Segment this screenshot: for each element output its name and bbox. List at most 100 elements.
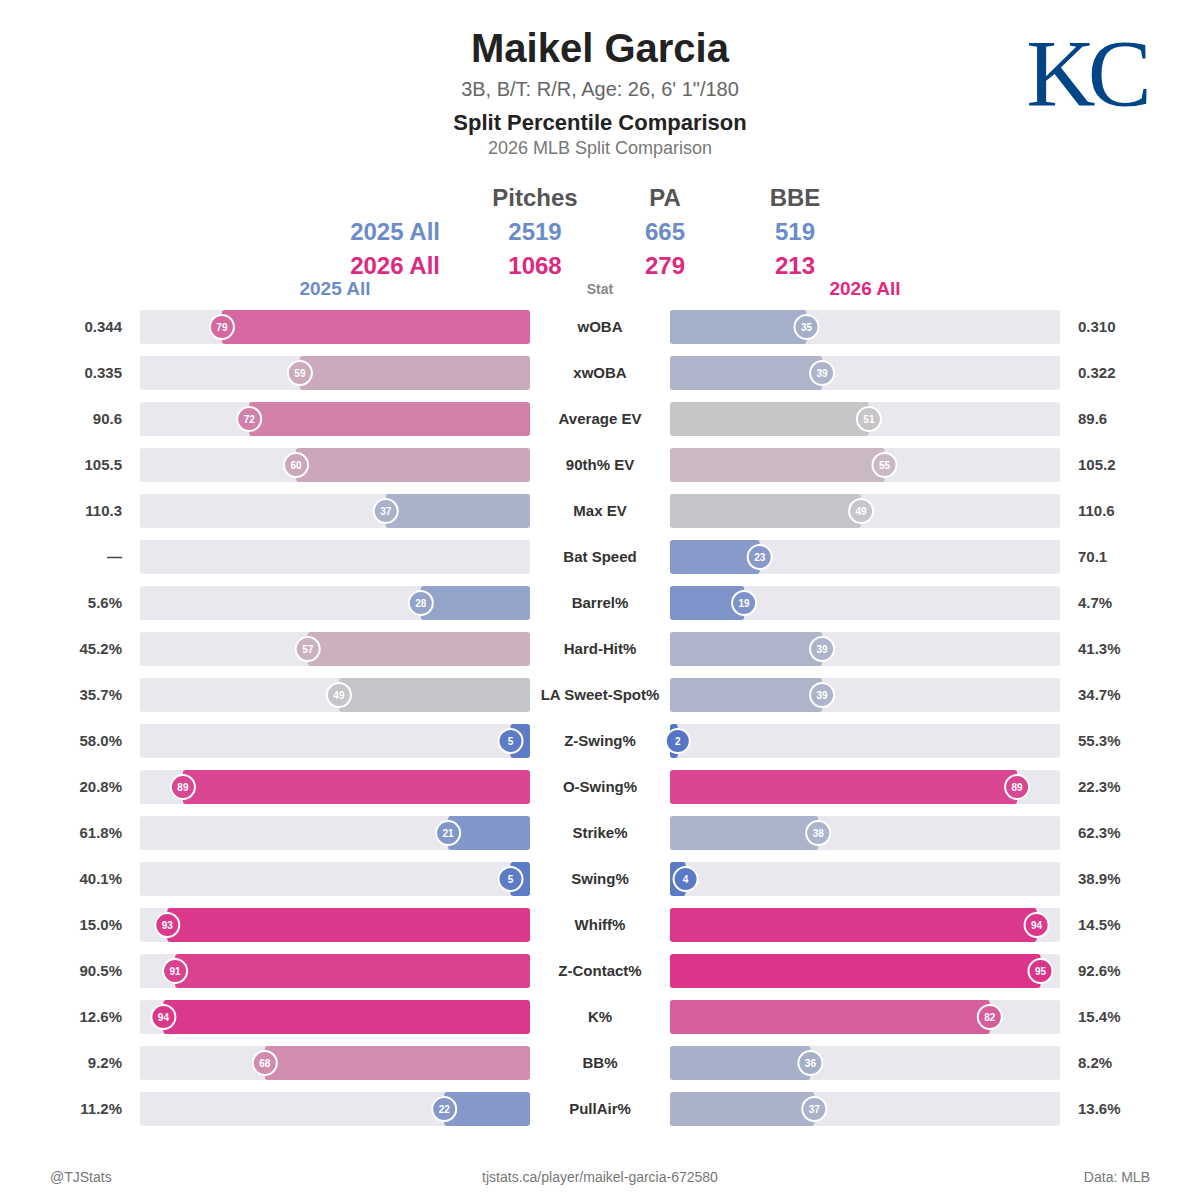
html-text:wOBA: wOBA [577,318,623,335]
html-text:110.3: 110.3 [85,502,122,519]
svg-text:28: 28 [415,598,427,609]
html-text:0.335: 0.335 [84,364,122,381]
svg-text:36: 36 [805,1058,817,1069]
html-text:Split Percentile Comparison: Split Percentile Comparison [453,110,747,135]
svg-text:60: 60 [290,460,302,471]
svg-text:39: 39 [817,690,829,701]
html-text:12.6%: 12.6% [79,1008,122,1025]
svg-text:21: 21 [443,828,455,839]
svg-text:57: 57 [302,644,314,655]
html-text:2025 All: 2025 All [350,218,440,245]
html-text:3B, B/T: R/R, Age: 26, 6' 1"/1: 3B, B/T: R/R, Age: 26, 6' 1"/180 [461,78,739,100]
svg-text:38: 38 [813,828,825,839]
html-text:2025 All: 2025 All [299,278,371,299]
html-text:O-Swing%: O-Swing% [562,778,638,795]
html-text:70.1: 70.1 [1078,548,1108,565]
svg-text:89: 89 [177,782,189,793]
html-text:92.6%: 92.6% [1078,962,1121,979]
html-text:41.3%: 41.3% [1078,640,1121,657]
svg-text:39: 39 [817,368,829,379]
svg-text:94: 94 [1031,920,1043,931]
html-text:38.9%: 38.9% [1078,870,1121,887]
svg-text:95: 95 [1035,966,1047,977]
html-text:20.8%: 20.8% [79,778,122,795]
svg-text:23: 23 [754,552,766,563]
html-text:45.2%: 45.2% [79,640,122,657]
html-text:15.4%: 15.4% [1078,1008,1121,1025]
html-text:90th% EV: 90th% EV [565,456,635,473]
html-text:Average EV: Average EV [558,410,642,427]
html-text:110.6: 110.6 [1078,502,1115,519]
svg-text:89: 89 [1012,782,1024,793]
html-text:BBE: BBE [769,184,821,211]
html-text:61.8%: 61.8% [79,824,122,841]
html-text:Strike%: Strike% [572,824,628,841]
svg-text:51: 51 [863,414,875,425]
svg-text:22: 22 [439,1104,451,1115]
html-text:0.322: 0.322 [1078,364,1116,381]
html-text:Bat Speed: Bat Speed [563,548,637,565]
html-text:14.5%: 14.5% [1078,916,1121,933]
html-text:Z-Contact%: Z-Contact% [558,962,642,979]
html-text:Max EV: Max EV [573,502,627,519]
html-text:34.7%: 34.7% [1078,686,1121,703]
html-text:90.5%: 90.5% [79,962,122,979]
svg-text:49: 49 [333,690,345,701]
html-text:2026 MLB Split Comparison: 2026 MLB Split Comparison [487,138,713,158]
svg-text:37: 37 [809,1104,821,1115]
svg-text:49: 49 [856,506,868,517]
html-text:90.6: 90.6 [92,410,122,427]
svg-text:79: 79 [216,322,228,333]
html-text:Barrel%: Barrel% [571,594,629,611]
html-text:665: 665 [645,218,685,245]
html-text:2026 All: 2026 All [829,278,901,299]
html-text:22.3%: 22.3% [1078,778,1121,795]
html-text:2026 All: 2026 All [350,252,440,279]
svg-text:35: 35 [801,322,813,333]
html-text:Maikel Garcia: Maikel Garcia [471,26,729,70]
html-text:Pitches: Pitches [492,184,578,211]
html-text:105.2: 105.2 [1078,456,1116,473]
svg-text:55: 55 [879,460,891,471]
html-text:KC: KC [1026,20,1144,127]
html-text:PA: PA [649,184,681,211]
html-text:LA Sweet-Spot%: LA Sweet-Spot% [540,686,660,703]
html-text:15.0%: 15.0% [79,916,122,933]
svg-text:5: 5 [508,736,514,747]
svg-text:19: 19 [739,598,751,609]
html-text:89.6: 89.6 [1078,410,1108,427]
html-text:4.7%: 4.7% [1078,594,1113,611]
html-text:Z-Swing%: Z-Swing% [564,732,636,749]
html-text:62.3%: 62.3% [1078,824,1121,841]
svg-text:93: 93 [162,920,174,931]
svg-text:39: 39 [817,644,829,655]
html-text:Hard-Hit%: Hard-Hit% [563,640,637,657]
svg-text:2: 2 [675,736,681,747]
html-text:279: 279 [645,252,685,279]
svg-text:91: 91 [170,966,182,977]
svg-text:82: 82 [984,1012,996,1023]
html-text:0.344: 0.344 [84,318,122,335]
svg-text:72: 72 [244,414,256,425]
svg-text:94: 94 [158,1012,170,1023]
svg-text:68: 68 [259,1058,271,1069]
html-text:Whiff%: Whiff% [574,916,626,933]
html-text:Swing%: Swing% [571,870,629,887]
html-text:K%: K% [587,1008,613,1025]
html-text:55.3%: 55.3% [1078,732,1121,749]
svg-text:59: 59 [294,368,306,379]
html-text:105.5: 105.5 [84,456,122,473]
html-text:xwOBA: xwOBA [573,364,627,381]
html-text:35.7%: 35.7% [79,686,122,703]
html-text:519: 519 [775,218,815,245]
html-text:0.310: 0.310 [1078,318,1116,335]
svg-text:37: 37 [380,506,392,517]
html-text:5.6%: 5.6% [87,594,122,611]
html-text:213: 213 [775,252,815,279]
svg-text:4: 4 [683,874,689,885]
svg-text:5: 5 [508,874,514,885]
html-text:58.0%: 58.0% [79,732,122,749]
html-text:2519: 2519 [508,218,562,245]
html-text:1068: 1068 [508,252,562,279]
html-text:40.1%: 40.1% [79,870,122,887]
